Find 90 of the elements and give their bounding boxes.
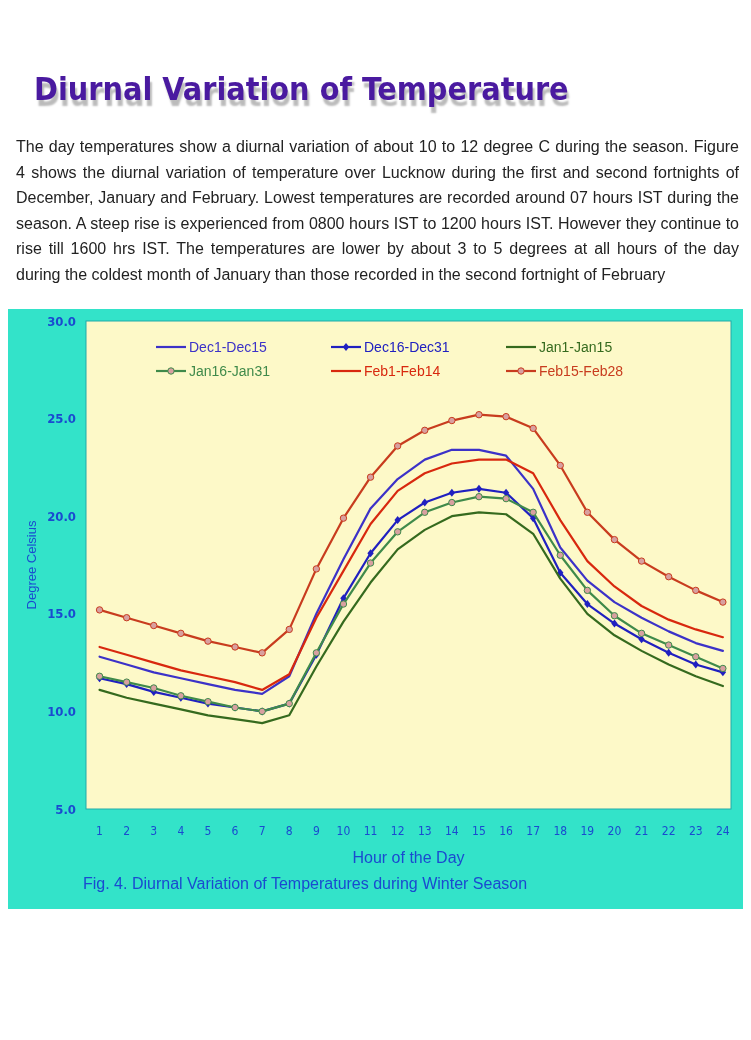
point (394, 516, 401, 525)
point (367, 549, 374, 558)
y-tick-label: 10.0 (47, 703, 76, 719)
x-tick-label: 18 (553, 824, 568, 838)
point (258, 649, 266, 657)
point (502, 412, 510, 421)
point (664, 573, 673, 581)
x-tick-label: 2 (123, 824, 131, 838)
point (637, 629, 646, 638)
x-tick-label: 3 (150, 824, 158, 838)
point (584, 600, 591, 609)
x-tick-label: 7 (258, 824, 266, 838)
point (719, 664, 727, 673)
point (204, 637, 212, 645)
point (664, 641, 673, 649)
point (665, 648, 672, 657)
point (421, 508, 429, 516)
point (448, 498, 456, 507)
x-tick-label: 6 (231, 824, 239, 838)
y-tick-label: 20.0 (47, 508, 76, 524)
x-tick-label: 5 (204, 824, 212, 838)
legend-label: Dec16-Dec31 (364, 338, 450, 355)
point (583, 508, 592, 516)
legend-label: Feb1-Feb14 (364, 362, 441, 379)
chart-subtitle: The day temperatures show a diurnal variation of about 10 to 12 degree C during the season. Figure 4 shows the diurnal variation of temperature over Lucknow during the first and second fortnights of December, January and February. Lowest temperatures are recorded around 07 hours IST during the season. A steep rise is experienced from 0800 hours IST to 1200 hours IST. However they continue to rise till 1600 hrs IST. The temperatures are lower by about 3 to 5 degrees at all hours of the day during the coldest month of January than those recorded in the second fortnight of February (16, 137, 739, 285)
x-tick-label: 22 (661, 824, 676, 838)
x-tick-label: 14 (444, 824, 459, 838)
point (556, 461, 564, 470)
x-tick-label: 15 (472, 824, 486, 838)
point (475, 484, 483, 493)
point (421, 426, 429, 435)
point (556, 551, 564, 559)
point (583, 586, 592, 595)
point (475, 411, 483, 419)
point (285, 625, 293, 634)
x-axis-title: Hour of the Day (352, 849, 465, 866)
legend-label: Feb15-Feb28 (539, 362, 624, 379)
point (122, 614, 131, 622)
point (312, 565, 321, 573)
point (393, 528, 402, 536)
point (177, 629, 185, 638)
x-tick-label: 12 (390, 824, 405, 838)
point (421, 498, 428, 507)
x-tick-label: 20 (607, 824, 622, 838)
chart-title: Diurnal Variation of Temperature (34, 70, 570, 108)
point (529, 508, 537, 516)
point (339, 514, 348, 522)
x-tick-label: 4 (177, 824, 185, 838)
point (692, 653, 700, 661)
point (692, 586, 700, 595)
point (339, 600, 348, 608)
point (448, 488, 456, 497)
x-tick-label: 16 (499, 824, 514, 838)
point (610, 612, 619, 620)
y-tick-label: 30.0 (47, 313, 76, 329)
point (719, 598, 727, 606)
x-tick-label: 10 (336, 824, 351, 838)
x-tick-label: 21 (634, 824, 649, 838)
point (637, 557, 646, 565)
legend-label: Jan16-Jan31 (189, 362, 271, 379)
y-tick-label: 25.0 (47, 411, 76, 427)
legend-label: Dec1-Dec15 (189, 338, 268, 355)
x-tick-label: 8 (285, 824, 293, 838)
point (692, 660, 699, 669)
x-tick-label: 1 (96, 824, 103, 838)
point (448, 416, 456, 425)
point (475, 492, 483, 501)
point (366, 559, 375, 567)
x-tick-label: 24 (716, 824, 730, 838)
point (611, 619, 618, 628)
legend-label: Jan1-Jan15 (539, 338, 613, 355)
x-tick-label: 11 (363, 824, 378, 838)
point (502, 494, 510, 503)
point (529, 424, 537, 433)
x-tick-label: 17 (526, 824, 541, 838)
point (95, 606, 104, 614)
caption: Fig. 4. Diurnal Variation of Temperatures during Winter Season (83, 875, 528, 892)
x-tick-label: 9 (312, 824, 320, 838)
point (150, 621, 158, 630)
x-tick-label: 13 (417, 824, 432, 838)
point (366, 473, 375, 481)
point (150, 684, 158, 692)
point (231, 643, 239, 651)
y-tick-label: 15.0 (47, 606, 76, 622)
point (610, 535, 619, 544)
x-tick-label: 23 (688, 824, 703, 838)
point (393, 442, 402, 450)
y-axis-title: Degree Celsius (24, 520, 39, 610)
x-tick-label: 19 (580, 824, 595, 838)
y-tick-label: 5.0 (55, 801, 76, 817)
